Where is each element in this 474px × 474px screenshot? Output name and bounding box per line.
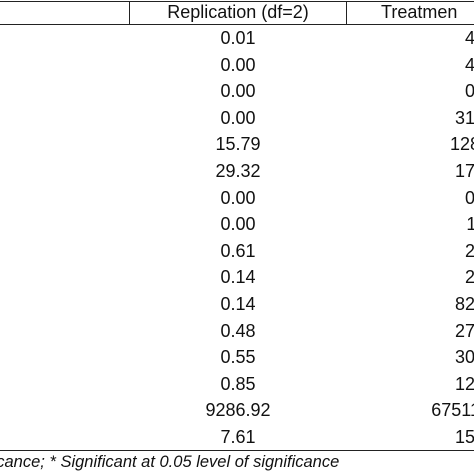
treatment-value: 11. [466,214,474,235]
treatment-value: 31.6 [454,107,474,128]
table-row: 0.00 0.5 [0,185,474,212]
table-row: 7.61 150. [0,424,474,451]
replication-value: 0.14 [220,293,256,314]
treatment-value: 0.5 [464,187,474,208]
treatment-value: 1287 [449,134,474,155]
column-header-treatment: Treatmen [381,2,458,22]
treatment-value: 4.6 [464,28,474,48]
treatment-value: 675119 [431,400,474,421]
table-row: 0.00 0.5 [0,78,474,105]
treatment-value: 175. [454,160,474,181]
table-footnote: ficance; * Significant at 0.05 level of … [0,453,340,471]
table-row: 9286.92 675119 [0,397,474,424]
header-rule [0,24,474,25]
replication-value: 0.14 [220,267,256,288]
replication-value: 7.61 [220,426,256,447]
replication-value: 0.55 [220,347,256,368]
table-row: 0.14 2.4 [0,264,474,291]
header-divider-left [129,1,130,24]
table-row: 0.00 11. [0,211,474,238]
replication-value: 0.00 [220,214,256,235]
replication-value: 9286.92 [205,400,271,421]
replication-value: 0.00 [220,187,256,208]
table-row: 0.85 128. [0,371,474,398]
header-divider-right [346,1,347,24]
top-rule [0,1,474,2]
treatment-value: 82.5 [454,293,474,314]
table-body: 0.01 4.6 0.00 4.5 0.00 0.5 0.00 31.6 15.… [0,25,474,450]
replication-value: 29.32 [215,160,261,181]
replication-value: 0.00 [220,54,256,75]
table-row: 0.48 275. [0,318,474,345]
replication-value: 0.01 [220,28,256,48]
treatment-value: 4.5 [464,54,474,75]
table-row: 0.00 4.5 [0,52,474,79]
replication-value: 0.48 [220,320,256,341]
table-row: 29.32 175. [0,158,474,185]
replication-value: 15.79 [215,134,261,155]
table-row: 0.01 4.6 [0,25,474,52]
column-header-replication: Replication (df=2) [167,2,309,22]
treatment-value: 128. [454,373,474,394]
bottom-rule [0,450,474,451]
treatment-value: 30.4 [454,347,474,368]
treatment-value: 275. [454,320,474,341]
treatment-value: 0.5 [464,81,474,102]
replication-value: 0.61 [220,240,256,261]
treatment-value: 2.7 [464,240,474,261]
replication-value: 0.00 [220,107,256,128]
table-row: 0.14 82.5 [0,291,474,318]
table-row: 0.61 2.7 [0,238,474,265]
table-row: 0.55 30.4 [0,344,474,371]
treatment-value: 2.4 [464,267,474,288]
table-row: 0.00 31.6 [0,105,474,132]
table-row: 15.79 1287 [0,131,474,158]
treatment-value: 150. [454,426,474,447]
replication-value: 0.00 [220,81,256,102]
replication-value: 0.85 [220,373,256,394]
